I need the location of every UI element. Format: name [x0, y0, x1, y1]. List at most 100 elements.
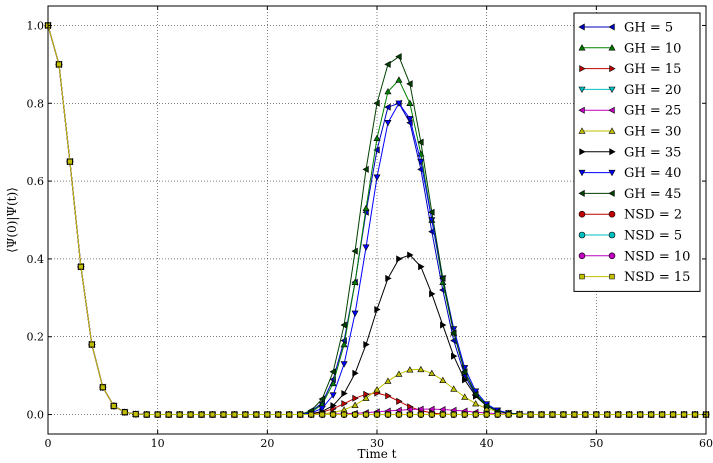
legend-marker: [578, 106, 585, 114]
y-tick-label: 0.8: [27, 97, 45, 110]
data-point: [373, 386, 381, 393]
legend-item: GH = 40: [578, 166, 681, 181]
legend-item: GH = 45: [578, 187, 681, 202]
data-point: [362, 165, 369, 173]
data-point: [340, 340, 348, 348]
y-tick-label: 1.0: [27, 19, 45, 32]
legend-item: NSD = 15: [579, 270, 690, 285]
data-point: [593, 411, 600, 418]
data-point: [418, 411, 424, 418]
legend-marker: [608, 23, 615, 31]
y-tick-label: 0.0: [27, 409, 45, 422]
legend-label: GH = 20: [624, 83, 681, 98]
data-point: [264, 411, 271, 418]
legend-marker: [579, 148, 586, 156]
data-point: [318, 395, 325, 403]
data-point: [318, 405, 326, 412]
data-point: [374, 411, 380, 418]
data-point: [329, 392, 337, 399]
data-point: [374, 305, 381, 314]
data-point: [604, 411, 610, 418]
legend-marker: [608, 86, 616, 94]
data-point: [373, 146, 380, 154]
data-point: [439, 274, 446, 282]
data-point: [395, 100, 403, 107]
data-point: [692, 411, 698, 418]
data-point: [384, 120, 392, 127]
data-point: [352, 369, 359, 377]
data-point: [384, 377, 392, 384]
legend-label: NSD = 15: [624, 270, 690, 285]
data-point: [473, 411, 479, 418]
x-tick-label: 0: [45, 437, 52, 450]
y-tick-label: 0.4: [27, 253, 45, 266]
data-point: [373, 134, 381, 141]
data-point: [440, 321, 447, 329]
legend-marker: [578, 210, 586, 218]
data-point: [483, 411, 490, 418]
data-point: [396, 411, 402, 418]
data-point: [472, 390, 479, 398]
data-point: [319, 411, 325, 418]
legend-marker: [608, 252, 616, 260]
legend-item: GH = 35: [579, 145, 681, 160]
data-point: [395, 370, 403, 377]
data-point: [527, 411, 534, 418]
data-point: [56, 61, 62, 68]
data-point: [351, 310, 359, 317]
data-point: [362, 244, 370, 251]
data-point: [538, 411, 545, 418]
data-point: [362, 394, 370, 401]
data-point: [417, 365, 425, 373]
data-point: [341, 400, 348, 408]
data-point: [373, 99, 380, 107]
data-point: [133, 411, 139, 417]
data-point: [231, 411, 238, 418]
legend-label: GH = 45: [624, 187, 681, 202]
data-point: [418, 263, 425, 271]
y-tick-label: 0.2: [27, 331, 45, 344]
data-point: [428, 405, 435, 413]
x-tick-label: 50: [589, 437, 603, 450]
series-group: [44, 21, 710, 419]
data-point: [462, 411, 468, 418]
data-point: [385, 392, 392, 400]
legend-label: GH = 40: [624, 166, 681, 181]
data-point: [286, 411, 292, 418]
legend-marker: [578, 169, 586, 177]
data-point: [659, 411, 665, 418]
data-point: [330, 411, 336, 418]
data-point: [549, 411, 556, 418]
legend-item: GH = 10: [578, 41, 681, 56]
data-point: [406, 99, 414, 106]
data-point: [308, 411, 314, 418]
series-nsd-15: [45, 22, 709, 418]
data-point: [571, 411, 578, 418]
data-point: [340, 321, 347, 329]
legend-marker: [579, 65, 586, 73]
legend-item: GH = 5: [578, 21, 673, 36]
data-point: [385, 274, 392, 282]
legend-marker: [609, 148, 616, 156]
legend-item: GH = 15: [579, 62, 681, 77]
data-point: [560, 411, 567, 418]
data-point: [516, 411, 523, 418]
data-point: [406, 366, 414, 373]
data-point: [395, 53, 402, 61]
legend-label: NSD = 5: [624, 229, 682, 244]
data-point: [428, 208, 435, 216]
legend-label: GH = 15: [624, 62, 681, 77]
legend-marker: [578, 231, 586, 239]
legend-marker: [608, 44, 616, 51]
legend-label: NSD = 10: [624, 249, 690, 264]
data-point: [352, 411, 358, 418]
legend-item: NSD = 2: [578, 208, 682, 223]
data-point: [670, 411, 676, 418]
data-point: [144, 411, 150, 418]
data-point: [330, 402, 337, 410]
legend-marker: [579, 273, 585, 280]
legend-marker: [608, 106, 615, 114]
legend-marker: [578, 252, 586, 260]
legend-label: GH = 5: [624, 21, 673, 36]
legend-marker: [608, 210, 616, 218]
